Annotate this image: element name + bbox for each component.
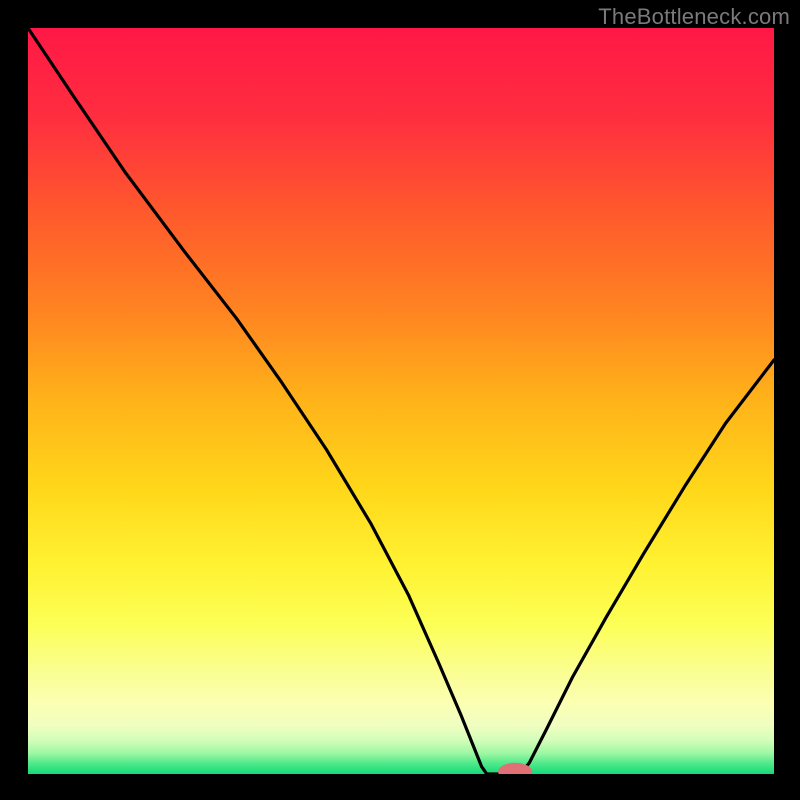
- gradient-plot-area: [28, 28, 774, 774]
- bottleneck-chart: TheBottleneck.com: [0, 0, 800, 800]
- gradient-background: [28, 28, 774, 774]
- bottleneck-curve: [28, 28, 774, 774]
- watermark-text: TheBottleneck.com: [598, 4, 790, 30]
